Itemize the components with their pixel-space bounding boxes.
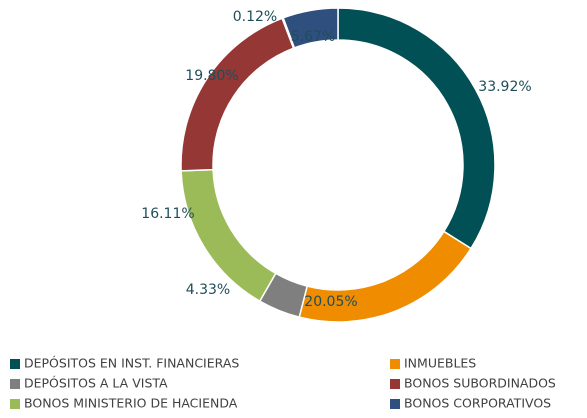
legend-label: BONOS MINISTERIO DE HACIENDA <box>24 396 238 411</box>
legend-swatch <box>390 359 400 369</box>
legend-swatch <box>10 399 20 409</box>
data-label: 5.67% <box>291 29 335 45</box>
data-label: 33.92% <box>478 79 531 95</box>
slice <box>282 7 339 49</box>
legend-swatch <box>390 379 400 389</box>
data-label: 20.05% <box>304 294 357 310</box>
legend-label: BONOS SUBORDINADOS <box>404 376 556 391</box>
data-label: 0.12% <box>233 9 277 25</box>
legend-swatch <box>10 379 20 389</box>
legend-label: DEPÓSITOS EN INST. FINANCIERAS <box>24 356 239 371</box>
slice <box>180 17 295 172</box>
legend-label: DEPÓSITOS A LA VISTA <box>24 376 168 391</box>
legend-label: BONOS CORPORATIVOS <box>404 396 551 411</box>
data-label: 16.11% <box>141 206 194 222</box>
slice <box>337 7 496 250</box>
legend-swatch <box>10 359 20 369</box>
data-label: 4.33% <box>186 282 230 298</box>
legend-swatch <box>390 399 400 409</box>
legend-label: INMUEBLES <box>404 356 476 371</box>
data-label: 19.80% <box>185 68 238 84</box>
